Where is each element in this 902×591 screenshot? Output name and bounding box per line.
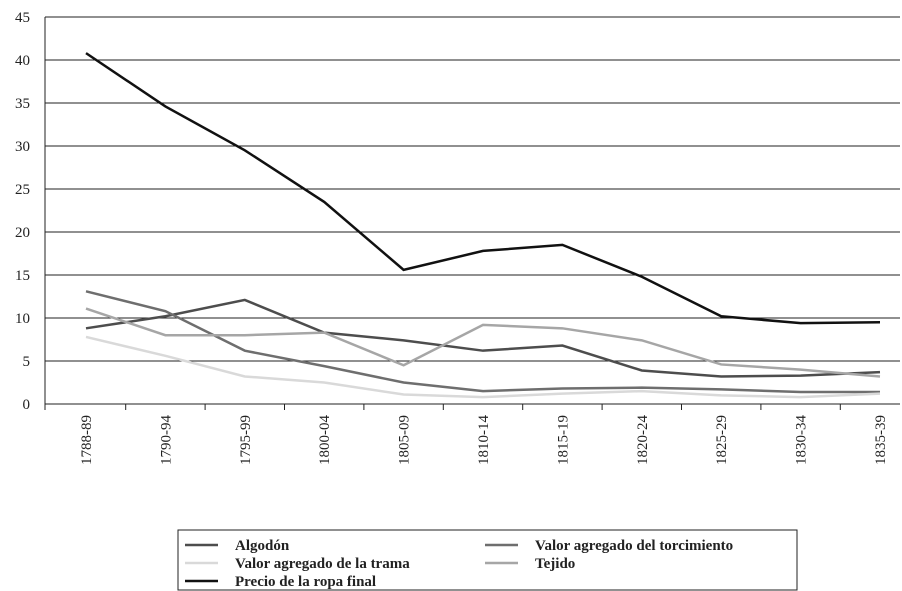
series-line [85,307,881,378]
x-tick-label: 1788-89 [79,415,95,465]
y-tick-label: 25 [15,182,30,198]
legend-label: Valor agregado de la trama [235,556,410,572]
y-tick-label: 45 [15,10,30,26]
x-tick-label: 1825-29 [714,415,730,465]
series-line [85,52,881,325]
legend-label: Tejido [535,556,575,572]
x-tick-label: 1820-24 [635,415,651,465]
y-tick-label: 35 [15,96,30,112]
series-line [85,290,880,394]
x-tick-label: 1790-94 [158,415,174,465]
x-tick-label: 1835-39 [873,415,889,465]
y-tick-label: 0 [23,397,31,413]
y-tick-label: 10 [15,311,30,327]
y-tick-label: 5 [23,354,31,370]
y-tick-label: 20 [15,225,30,241]
x-tick-label: 1815-19 [555,415,571,465]
legend-label: Algodón [235,538,290,554]
legend-label: Valor agregado del torcimiento [535,538,733,554]
series-line [85,335,881,399]
x-tick-label: 1805-09 [397,415,413,465]
series-line [85,298,881,378]
y-tick-label: 40 [15,53,30,69]
legend: Algodón Valor agregado del torcimiento Val… [185,538,733,590]
legend-label: Precio de la ropa final [235,574,376,590]
legend-box [177,529,798,591]
y-tick-label: 30 [15,139,30,155]
x-tick-label: 1830-34 [794,415,810,465]
x-tick-label: 1800-04 [317,415,333,465]
y-tick-label: 15 [15,268,30,284]
x-tick-label: 1810-14 [476,415,492,465]
x-tick-label: 1795-99 [238,415,254,465]
